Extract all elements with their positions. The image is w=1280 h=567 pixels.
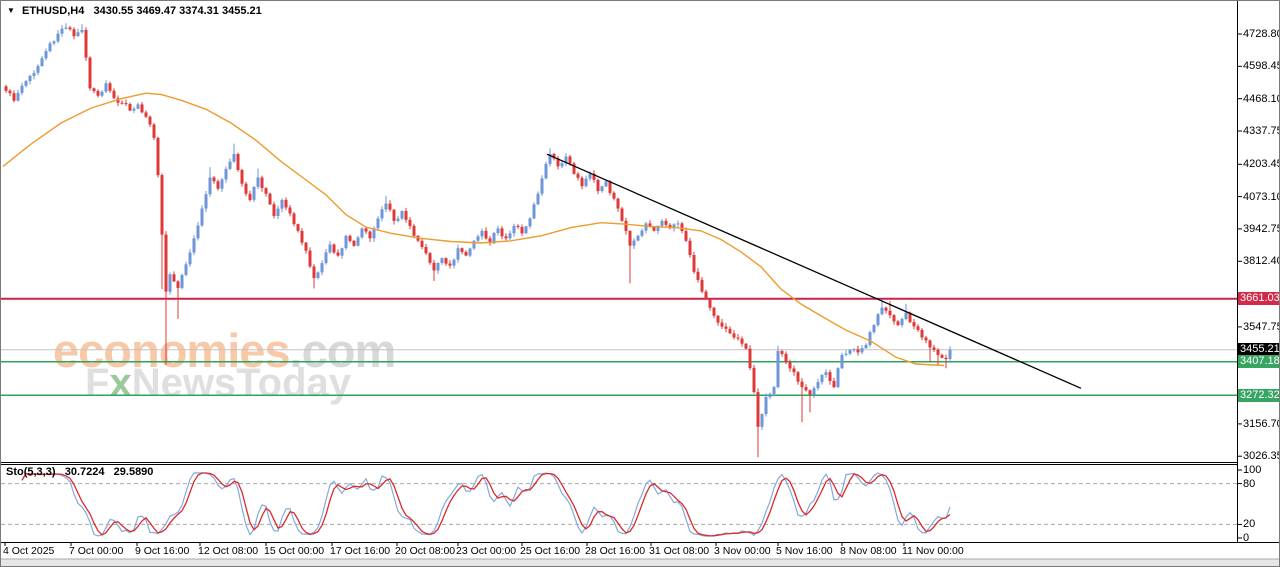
watermark-brand-text: economies xyxy=(53,324,291,377)
watermark-tagline-rest: NewsToday xyxy=(131,361,352,405)
watermark-tagline-x: x xyxy=(109,361,132,405)
moving-average-line xyxy=(2,92,945,367)
stochastic-k-line xyxy=(21,472,951,537)
watermark-domain-text: .com xyxy=(289,324,397,377)
watermark-tagline-f: F xyxy=(85,361,110,405)
ma-path[interactable] xyxy=(2,92,945,367)
candlesticks xyxy=(4,23,952,458)
horizontal-level-lines xyxy=(1,297,1237,396)
watermark-tagline: FxNewsToday xyxy=(85,363,351,403)
stochastic-pane xyxy=(1,472,1237,537)
watermark-brand: economies.com xyxy=(53,324,397,377)
descending-trendline[interactable] xyxy=(546,153,1082,389)
stochastic-d-line xyxy=(21,472,951,537)
